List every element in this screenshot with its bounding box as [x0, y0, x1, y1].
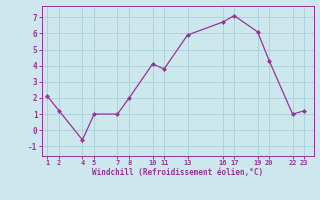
X-axis label: Windchill (Refroidissement éolien,°C): Windchill (Refroidissement éolien,°C): [92, 168, 263, 177]
